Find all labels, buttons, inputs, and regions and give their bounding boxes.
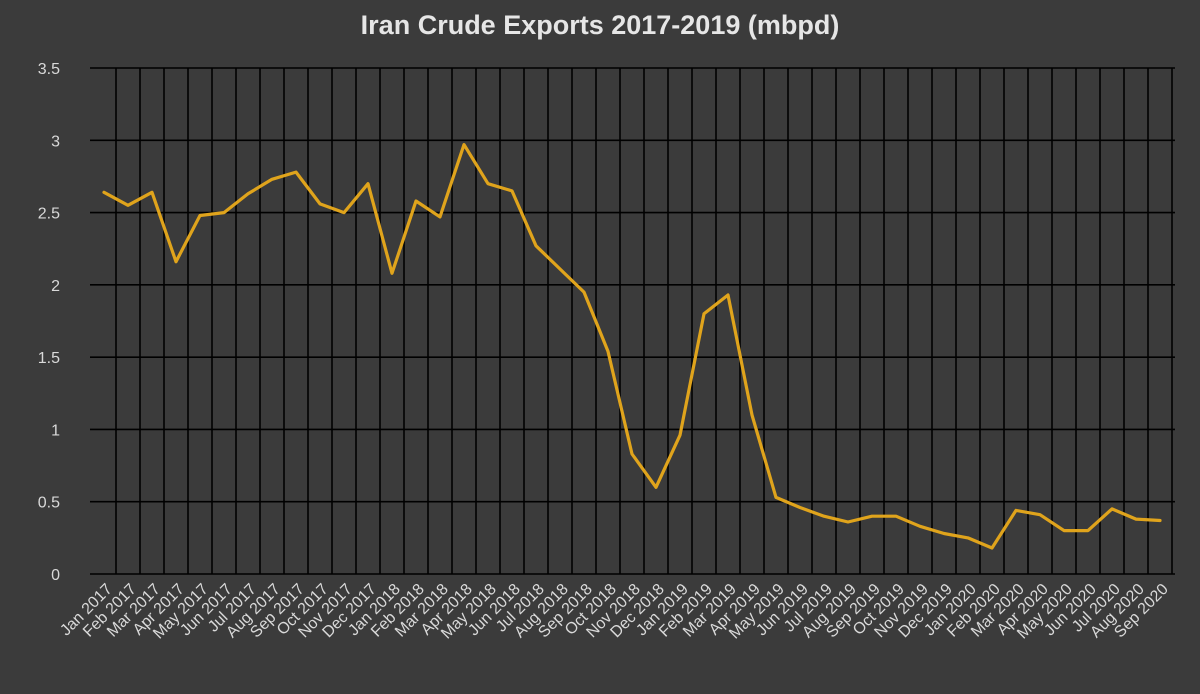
y-tick-label: 2: [51, 278, 60, 295]
y-tick-label: 1.5: [38, 350, 60, 367]
y-tick-labels: 0 0.5 1 1.5 2 2.5 3 3.5: [38, 61, 60, 584]
y-tick-label: 0: [51, 567, 60, 584]
y-tick-label: 2.5: [38, 206, 60, 223]
y-tick-label: 3: [51, 133, 60, 150]
series-layer: [102, 143, 1162, 550]
grid-layer: [90, 67, 1175, 574]
y-tick-label: 0.5: [38, 495, 60, 512]
y-tick-label: 3.5: [38, 61, 60, 78]
series-line: [102, 143, 1162, 550]
chart-title: Iran Crude Exports 2017-2019 (mbpd): [361, 10, 840, 40]
y-tick-label: 1: [51, 422, 60, 439]
